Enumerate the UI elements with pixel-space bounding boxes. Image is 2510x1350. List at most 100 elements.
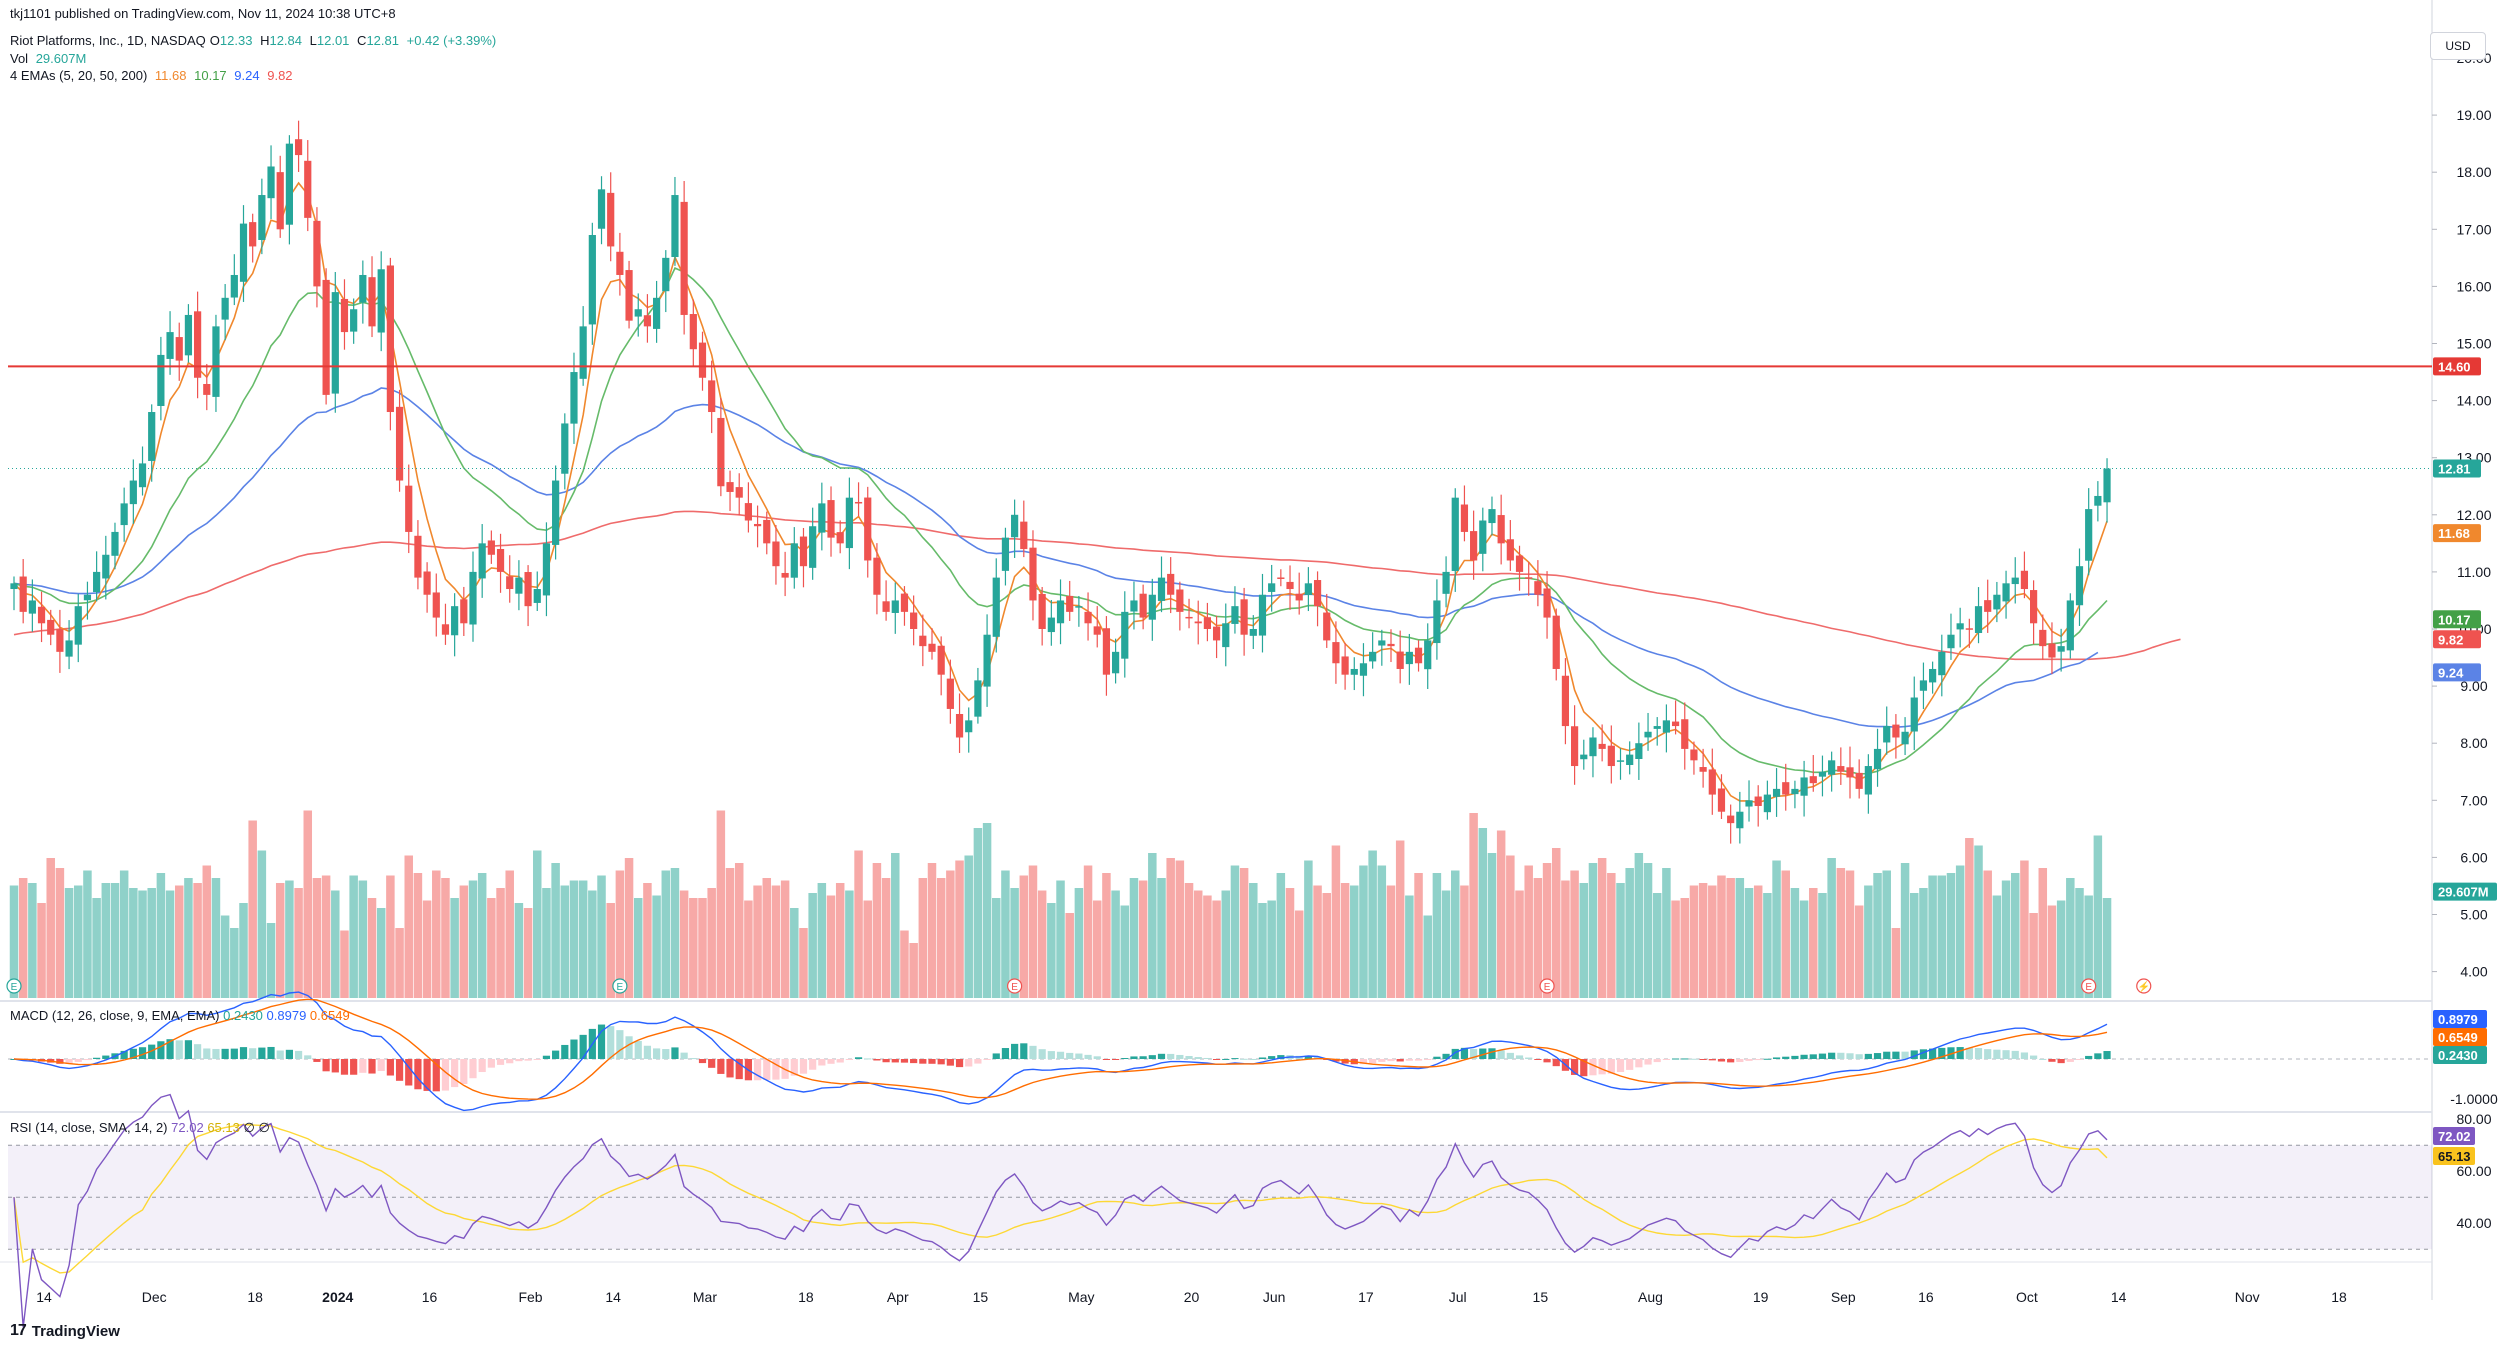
- candle-body: [1176, 589, 1184, 612]
- event-marker-text: E: [11, 982, 18, 993]
- price-scale-badge: 9.82: [2433, 630, 2481, 649]
- candle-body: [368, 277, 376, 327]
- ema50-value: 9.24: [234, 68, 260, 83]
- candle-body: [1690, 749, 1698, 761]
- volume-bar: [1322, 893, 1331, 998]
- candle: [1671, 700, 1680, 735]
- volume-bar: [184, 878, 193, 998]
- candle: [350, 298, 358, 344]
- volume-bar: [1652, 893, 1662, 998]
- time-tick-label: May: [1068, 1289, 1094, 1305]
- macd-histogram-bar: [698, 1059, 707, 1064]
- volume-bar: [1524, 865, 1533, 998]
- event-marker-circle: [1007, 978, 1023, 994]
- candle: [1800, 760, 1808, 817]
- rsi-value: 72.02: [171, 1120, 204, 1135]
- price-scale-badge: 29.607M: [2433, 882, 2497, 901]
- ema-label[interactable]: 4 EMAs (5, 20, 50, 200): [10, 68, 148, 83]
- macd-histogram-bar: [267, 1046, 275, 1059]
- candle: [1396, 630, 1404, 684]
- macd-histogram-bar: [478, 1059, 486, 1073]
- candle-body: [1561, 675, 1570, 727]
- volume-bar: [1368, 850, 1377, 998]
- volume-bar: [982, 823, 992, 998]
- macd-histogram-bar: [854, 1057, 863, 1059]
- time-tick-label: 16: [422, 1289, 438, 1305]
- macd-histogram-bar: [965, 1059, 973, 1067]
- volume-bar: [1001, 870, 1010, 998]
- candle-body: [1139, 593, 1147, 618]
- macd-histogram-bar: [607, 1026, 615, 1059]
- candle: [487, 530, 495, 564]
- rsi-badge-text: 65.13: [2438, 1149, 2471, 1164]
- volume-bar: [1414, 873, 1423, 998]
- candle: [10, 576, 18, 611]
- macd-histogram-bar: [1029, 1045, 1037, 1059]
- candle-body: [1993, 594, 2001, 610]
- symbol-name[interactable]: Riot Platforms, Inc., 1D, NASDAQ: [10, 33, 206, 48]
- tradingview-logo[interactable]: 17 TradingView: [10, 1322, 120, 1340]
- candle-body: [487, 540, 495, 555]
- candle: [570, 352, 578, 444]
- volume-bar: [1157, 878, 1166, 998]
- volume-bar: [1891, 928, 1901, 998]
- volume-bar: [1138, 880, 1148, 998]
- candle-body: [432, 592, 440, 618]
- volume-bar: [1900, 863, 1910, 998]
- volume-bar: [1799, 900, 1809, 998]
- price-badge-bg: [2433, 459, 2481, 478]
- candle-body: [74, 606, 82, 645]
- macd-histogram-bar: [1506, 1052, 1514, 1059]
- macd-histogram-bar: [1717, 1059, 1726, 1062]
- volume-bar: [1304, 860, 1313, 998]
- candle-body: [2057, 646, 2065, 652]
- candle-body: [56, 629, 64, 652]
- macd-histogram-bar: [1974, 1048, 1983, 1059]
- rsi-label[interactable]: RSI (14, close, SMA, 14, 2): [10, 1120, 168, 1135]
- volume-bar: [1689, 885, 1699, 998]
- volume-label[interactable]: Vol: [10, 51, 29, 66]
- candle-body: [845, 497, 853, 549]
- volume-bar: [174, 885, 184, 998]
- volume-bar: [28, 883, 37, 998]
- macd-histogram-bar: [1626, 1059, 1634, 1070]
- volume-bar: [46, 858, 55, 998]
- macd-histogram-bar: [2048, 1059, 2056, 1062]
- candle: [478, 524, 486, 598]
- candle-body: [1543, 588, 1551, 618]
- macd-label[interactable]: MACD (12, 26, close, 9, EMA, EMA): [10, 1008, 220, 1023]
- candle: [2011, 557, 2019, 604]
- candle-body: [763, 519, 771, 544]
- volume-bar: [1607, 873, 1616, 998]
- candle: [120, 487, 128, 542]
- macd-histogram-bar: [276, 1050, 284, 1059]
- currency-button[interactable]: USD: [2430, 32, 2486, 60]
- candle: [1130, 581, 1138, 630]
- macd-histogram-bar: [386, 1059, 394, 1076]
- time-tick-label: Jun: [1263, 1289, 1286, 1305]
- rsi-extra-1: ∅: [243, 1120, 255, 1135]
- candle-body: [515, 577, 523, 594]
- volume-bar: [1772, 860, 1781, 998]
- candle: [1699, 748, 1707, 788]
- volume-bar: [331, 890, 340, 998]
- macd-histogram-bar: [1864, 1053, 1872, 1059]
- candle: [1589, 727, 1597, 778]
- volume-bar: [1662, 868, 1671, 998]
- macd-histogram-bar: [1249, 1058, 1257, 1060]
- volume-bar: [312, 878, 322, 998]
- candle-body: [93, 571, 101, 593]
- macd-histogram-bar: [1112, 1059, 1120, 1060]
- volume-bar: [2010, 873, 2020, 998]
- candle-body: [1332, 642, 1340, 664]
- candle: [1772, 768, 1781, 817]
- candle: [1047, 599, 1055, 646]
- volume-bar: [1019, 875, 1029, 998]
- macd-histogram-bar: [1598, 1059, 1606, 1075]
- macd-histogram-bar: [405, 1059, 413, 1086]
- volume-bar: [1854, 905, 1864, 998]
- candle: [1304, 567, 1312, 612]
- price-scale-badge: 11.68: [2433, 524, 2481, 543]
- volume-bar: [753, 885, 762, 998]
